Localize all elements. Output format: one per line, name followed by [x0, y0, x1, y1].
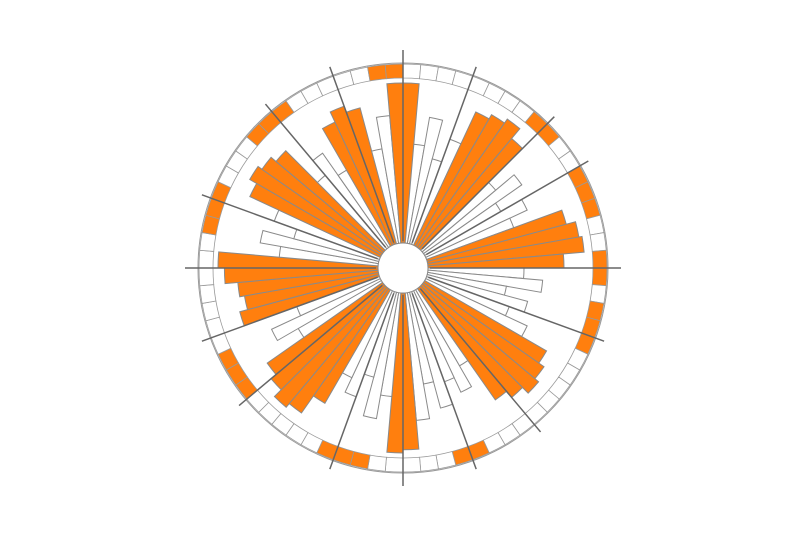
ring-cell: [419, 454, 439, 472]
ring-cell: [367, 454, 387, 472]
spoke: [201, 194, 378, 260]
spoke: [329, 293, 395, 470]
ring-cell: [367, 64, 387, 82]
ring-cell: [201, 300, 220, 322]
ring-cell: [435, 451, 457, 470]
spoke: [428, 276, 605, 342]
ring-cell: [402, 63, 422, 80]
spoke: [201, 276, 378, 342]
spoke: [329, 66, 395, 243]
ring-cell: [589, 232, 607, 252]
spoke: [264, 103, 387, 248]
spoke: [411, 66, 477, 243]
ring-cell: [349, 66, 371, 85]
spoke: [426, 160, 589, 256]
ring-cell: [198, 267, 215, 287]
ring-cell: [589, 284, 607, 304]
ring-cell: [199, 284, 217, 304]
ring-cell: [198, 249, 215, 269]
spoke: [238, 284, 383, 407]
spoke: [419, 288, 542, 433]
ring-cell: [402, 456, 422, 473]
spoke: [421, 116, 555, 250]
spoke: [411, 293, 477, 470]
ring-cell: [419, 64, 439, 82]
ring-cell: [384, 63, 404, 80]
ring-cell: [199, 232, 217, 252]
inner-hole: [377, 242, 429, 294]
ring-cell: [591, 267, 608, 287]
ring-cell: [384, 456, 404, 473]
ring-cell: [591, 249, 608, 269]
ring-cell: [586, 214, 605, 236]
